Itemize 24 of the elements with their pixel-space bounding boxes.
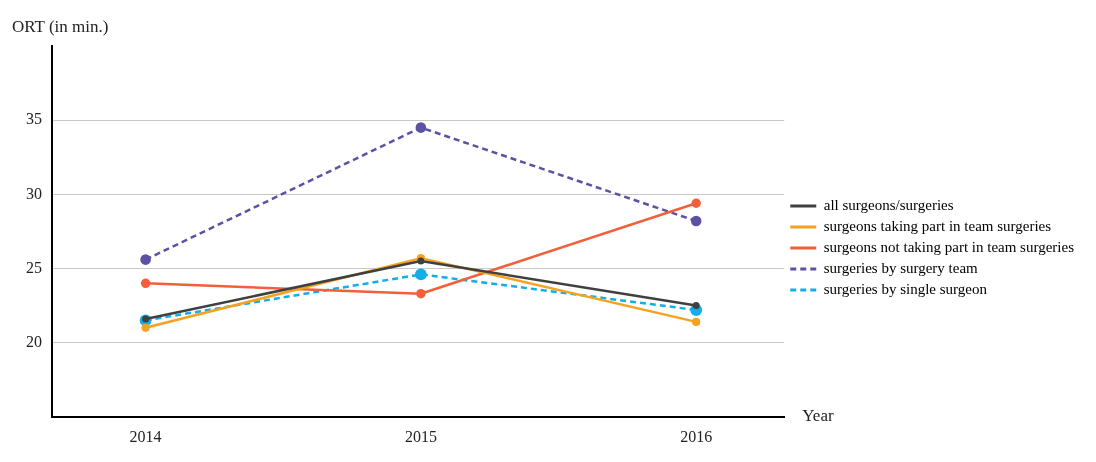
legend-label: surgeries by single surgeon bbox=[823, 280, 988, 297]
y-tick-label: 20 bbox=[26, 332, 42, 350]
y-tick-label: 35 bbox=[26, 110, 42, 128]
y-tick-label: 25 bbox=[26, 258, 42, 276]
point bbox=[414, 268, 427, 281]
point bbox=[690, 215, 702, 227]
point bbox=[691, 198, 701, 208]
legend-label: surgeries by surgery team bbox=[823, 259, 979, 276]
x-tick-label: 2016 bbox=[680, 427, 713, 445]
point bbox=[416, 288, 426, 299]
point bbox=[140, 278, 151, 289]
point bbox=[141, 323, 150, 332]
x-tick-label: 2015 bbox=[404, 427, 437, 445]
y-tick-label: 30 bbox=[26, 184, 42, 202]
x-tick-label: 2014 bbox=[129, 427, 162, 445]
point bbox=[692, 317, 701, 326]
y-axis-title: ORT (in min.) bbox=[12, 16, 109, 36]
point bbox=[140, 254, 151, 265]
x-axis-title: Year bbox=[802, 406, 834, 426]
legend-label: surgeons taking part in team surgeries bbox=[823, 217, 1052, 234]
legend-label: all surgeons/surgeries bbox=[823, 196, 954, 213]
point bbox=[692, 302, 700, 310]
legend-label: surgeons not taking part in team surgeries bbox=[823, 238, 1075, 255]
point bbox=[415, 122, 427, 133]
